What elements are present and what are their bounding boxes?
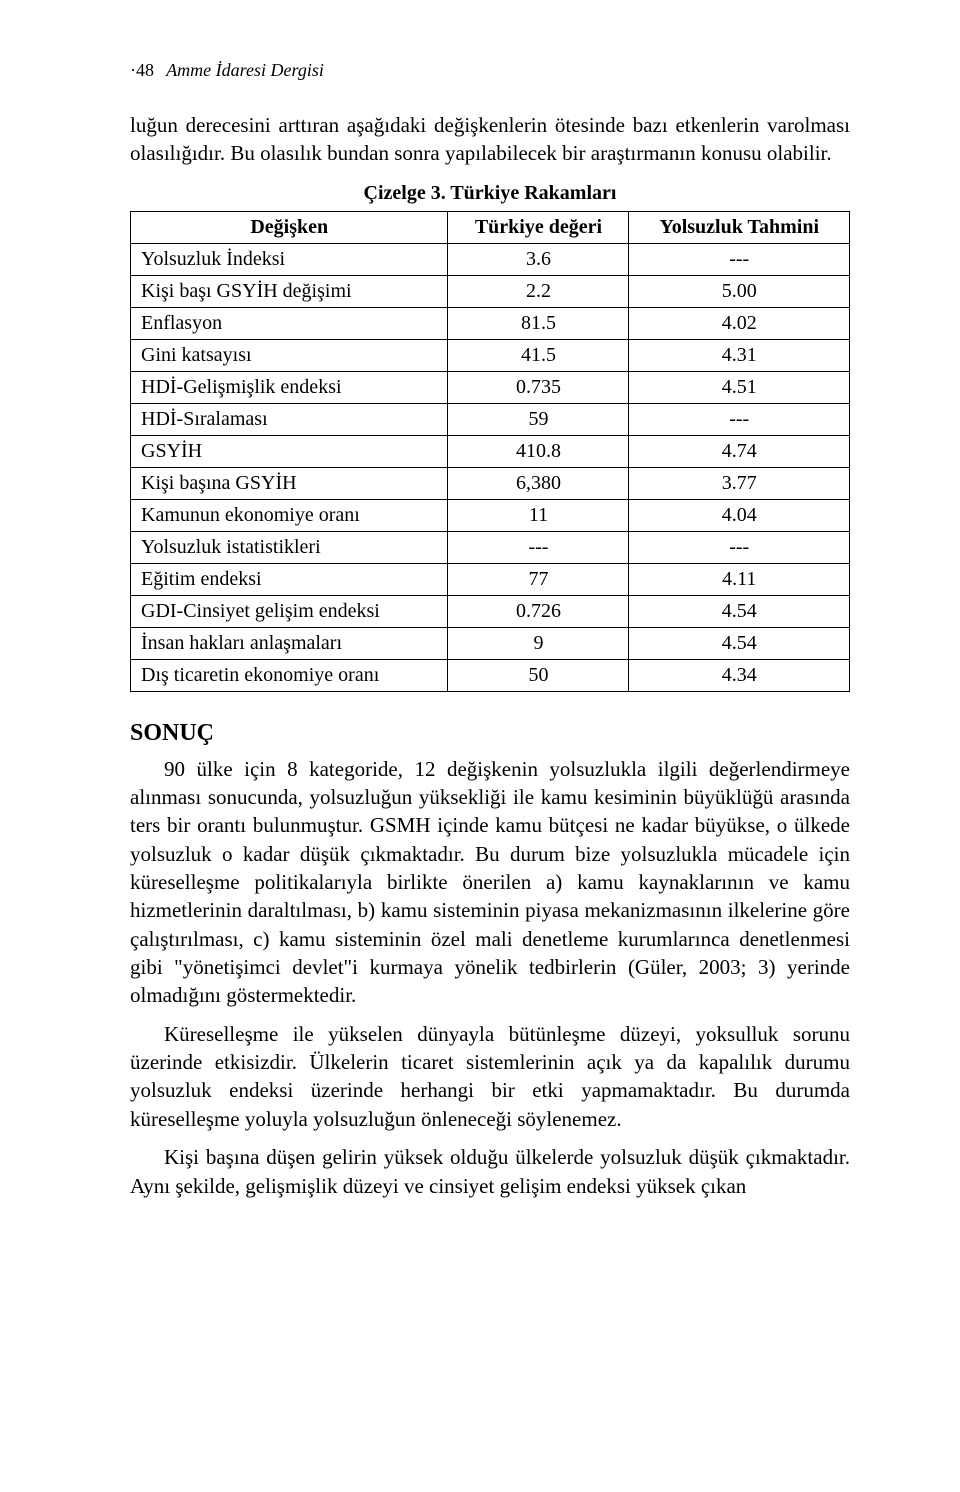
col-header-value: Türkiye değeri: [448, 211, 629, 243]
table-row: Kişi başına GSYİH6,3803.77: [131, 467, 850, 499]
cell-estimate: 4.54: [629, 627, 850, 659]
cell-value: 6,380: [448, 467, 629, 499]
cell-value: 81.5: [448, 307, 629, 339]
cell-value: 2.2: [448, 275, 629, 307]
cell-estimate: 4.34: [629, 659, 850, 691]
table-row: HDİ-Gelişmişlik endeksi0.7354.51: [131, 371, 850, 403]
cell-value: 3.6: [448, 243, 629, 275]
cell-estimate: 4.04: [629, 499, 850, 531]
cell-estimate: 3.77: [629, 467, 850, 499]
cell-estimate: ---: [629, 531, 850, 563]
table-row: HDİ-Sıralaması59---: [131, 403, 850, 435]
table-row: Eğitim endeksi774.11: [131, 563, 850, 595]
cell-variable: HDİ-Sıralaması: [131, 403, 448, 435]
cell-estimate: 4.51: [629, 371, 850, 403]
cell-variable: HDİ-Gelişmişlik endeksi: [131, 371, 448, 403]
cell-variable: Gini katsayısı: [131, 339, 448, 371]
cell-value: 59: [448, 403, 629, 435]
cell-variable: İnsan hakları anlaşmaları: [131, 627, 448, 659]
cell-variable: GDI-Cinsiyet gelişim endeksi: [131, 595, 448, 627]
cell-value: 410.8: [448, 435, 629, 467]
table-header-row: Değişken Türkiye değeri Yolsuzluk Tahmin…: [131, 211, 850, 243]
cell-variable: Eğitim endeksi: [131, 563, 448, 595]
data-table: Değişken Türkiye değeri Yolsuzluk Tahmin…: [130, 211, 850, 692]
cell-variable: Yolsuzluk İndeksi: [131, 243, 448, 275]
intro-paragraph: luğun derecesini arttıran aşağıdaki deği…: [130, 111, 850, 168]
section-heading: SONUÇ: [130, 720, 850, 747]
col-header-variable: Değişken: [131, 211, 448, 243]
journal-title: Amme İdaresi Dergisi: [166, 60, 324, 80]
cell-variable: Enflasyon: [131, 307, 448, 339]
cell-variable: Dış ticaretin ekonomiye oranı: [131, 659, 448, 691]
cell-estimate: ---: [629, 243, 850, 275]
table-row: Kişi başı GSYİH değişimi2.25.00: [131, 275, 850, 307]
body-text: 90 ülke için 8 kategoride, 12 değişkenin…: [130, 755, 850, 1200]
cell-estimate: ---: [629, 403, 850, 435]
body-paragraph: 90 ülke için 8 kategoride, 12 değişkenin…: [130, 755, 850, 1010]
page: ·48 Amme İdaresi Dergisi luğun derecesin…: [0, 0, 960, 1492]
table-row: Enflasyon81.54.02: [131, 307, 850, 339]
cell-variable: Kişi başı GSYİH değişimi: [131, 275, 448, 307]
cell-estimate: 4.54: [629, 595, 850, 627]
table-body: Yolsuzluk İndeksi3.6---Kişi başı GSYİH d…: [131, 243, 850, 691]
table-row: Kamunun ekonomiye oranı114.04: [131, 499, 850, 531]
cell-estimate: 4.11: [629, 563, 850, 595]
cell-estimate: 4.74: [629, 435, 850, 467]
table-row: Yolsuzluk İndeksi3.6---: [131, 243, 850, 275]
cell-estimate: 4.31: [629, 339, 850, 371]
body-paragraph: Kişi başına düşen gelirin yüksek olduğu …: [130, 1143, 850, 1200]
table-row: GDI-Cinsiyet gelişim endeksi0.7264.54: [131, 595, 850, 627]
table-row: GSYİH410.84.74: [131, 435, 850, 467]
table-row: Yolsuzluk istatistikleri------: [131, 531, 850, 563]
cell-value: 0.735: [448, 371, 629, 403]
col-header-estimate: Yolsuzluk Tahmini: [629, 211, 850, 243]
cell-estimate: 5.00: [629, 275, 850, 307]
running-head: ·48 Amme İdaresi Dergisi: [130, 60, 850, 81]
cell-value: ---: [448, 531, 629, 563]
table-row: Gini katsayısı41.54.31: [131, 339, 850, 371]
table-row: Dış ticaretin ekonomiye oranı504.34: [131, 659, 850, 691]
cell-variable: Kişi başına GSYİH: [131, 467, 448, 499]
cell-variable: Yolsuzluk istatistikleri: [131, 531, 448, 563]
cell-estimate: 4.02: [629, 307, 850, 339]
page-number: ·48: [130, 60, 154, 80]
cell-variable: Kamunun ekonomiye oranı: [131, 499, 448, 531]
cell-value: 11: [448, 499, 629, 531]
cell-value: 50: [448, 659, 629, 691]
cell-value: 41.5: [448, 339, 629, 371]
table-row: İnsan hakları anlaşmaları94.54: [131, 627, 850, 659]
cell-variable: GSYİH: [131, 435, 448, 467]
cell-value: 9: [448, 627, 629, 659]
table-caption: Çizelge 3. Türkiye Rakamları: [130, 182, 850, 205]
cell-value: 0.726: [448, 595, 629, 627]
body-paragraph: Küreselleşme ile yükselen dünyayla bütün…: [130, 1020, 850, 1133]
cell-value: 77: [448, 563, 629, 595]
